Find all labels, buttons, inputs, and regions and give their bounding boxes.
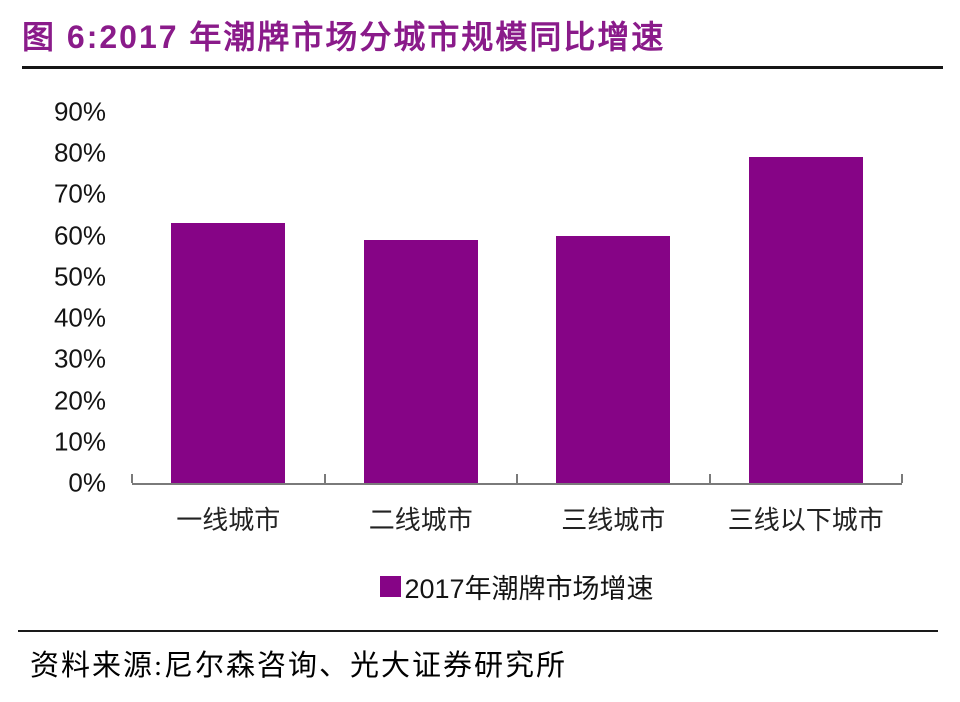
y-tick-label: 30% <box>53 343 106 374</box>
x-axis-labels: 一线城市 二线城市 三线城市 三线以下城市 <box>132 500 902 537</box>
x-axis-tick <box>323 474 326 483</box>
legend-marker-icon <box>380 575 402 597</box>
bar-1 <box>171 223 286 483</box>
bar-3 <box>556 235 671 483</box>
y-axis: 90% 80% 70% 60% 50% 40% 30% 20% 10% 0% <box>20 97 106 498</box>
y-tick-label: 40% <box>53 302 106 333</box>
y-tick-label: 0% <box>68 467 106 498</box>
x-tick-label: 一线城市 <box>176 505 281 535</box>
x-tick-label: 三线以下城市 <box>727 505 884 535</box>
y-tick-label: 50% <box>53 261 106 292</box>
y-tick-label: 10% <box>53 426 106 457</box>
x-axis-tick <box>131 474 133 483</box>
y-tick-label: 70% <box>53 178 106 209</box>
legend: 2017年潮牌市场增速 <box>132 570 902 604</box>
plot-area <box>131 112 903 485</box>
x-axis-tick <box>516 474 518 483</box>
footer-divider <box>18 630 938 632</box>
y-tick-label: 20% <box>53 385 106 416</box>
x-tick-label: 三线城市 <box>561 505 666 535</box>
bar-column <box>132 112 325 483</box>
figure-title: 图 6:2017 年潮牌市场分城市规模同比增速 <box>22 19 666 55</box>
y-tick-label: 90% <box>53 96 106 127</box>
x-axis-tick <box>901 474 903 483</box>
x-axis-tick <box>708 474 711 483</box>
bar-4 <box>748 157 863 483</box>
bar-2 <box>363 239 478 483</box>
y-tick-label: 80% <box>53 137 106 168</box>
source-note: 资料来源:尼尔森咨询、光大证券研究所 <box>30 650 568 682</box>
bar-column <box>325 112 518 483</box>
bar-column <box>710 112 903 483</box>
legend-label: 2017年潮牌市场增速 <box>404 573 654 604</box>
x-tick-label: 二线城市 <box>368 505 473 535</box>
y-tick-label: 60% <box>53 220 106 251</box>
bar-column <box>517 112 710 483</box>
title-divider <box>22 66 943 69</box>
